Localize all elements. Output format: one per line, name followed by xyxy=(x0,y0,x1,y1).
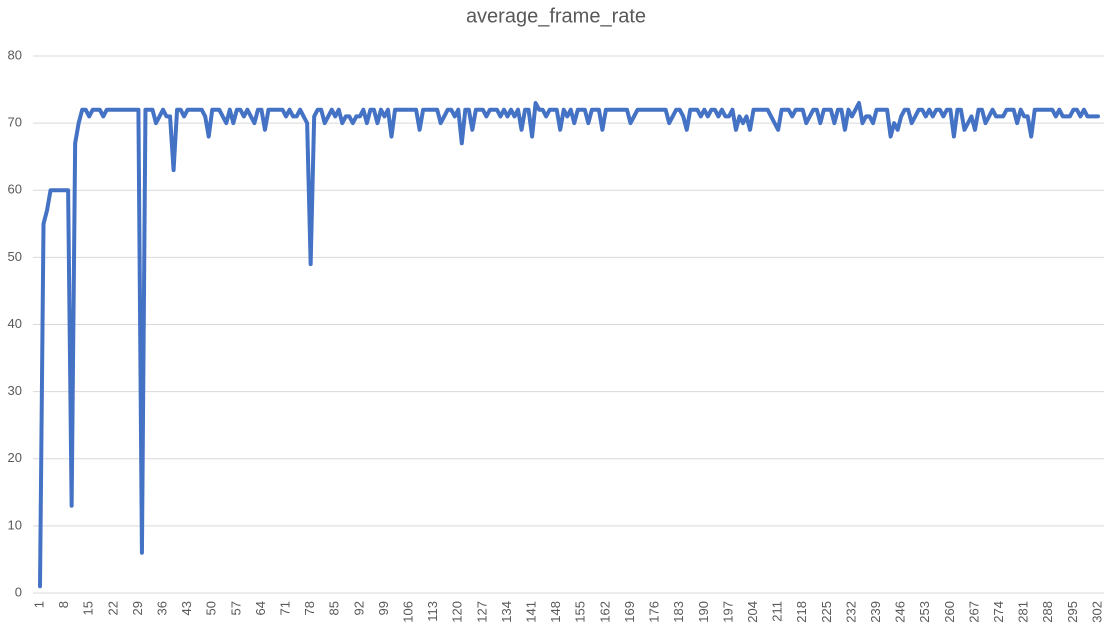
chart-title: average_frame_rate xyxy=(466,5,646,27)
x-tick-label: 113 xyxy=(425,601,440,622)
x-tick-label: 190 xyxy=(696,601,711,623)
y-tick-label: 20 xyxy=(8,450,22,465)
x-tick-label: 85 xyxy=(327,601,342,615)
x-tick-label: 274 xyxy=(991,601,1006,623)
x-tick-label: 15 xyxy=(81,601,96,615)
y-tick-label: 80 xyxy=(8,47,22,62)
x-tick-label: 71 xyxy=(277,601,292,615)
x-tick-label: 267 xyxy=(966,601,981,623)
y-tick-label: 50 xyxy=(8,249,22,264)
x-tick-label: 141 xyxy=(524,601,539,623)
y-tick-label: 30 xyxy=(8,383,22,398)
x-tick-label: 127 xyxy=(474,601,489,623)
x-tick-label: 134 xyxy=(499,601,514,623)
x-tick-label: 232 xyxy=(843,601,858,623)
x-tick-label: 8 xyxy=(56,601,71,608)
x-tick-label: 239 xyxy=(868,601,883,623)
x-tick-label: 204 xyxy=(745,601,760,623)
y-tick-label: 70 xyxy=(8,115,22,130)
x-tick-label: 169 xyxy=(622,601,637,623)
x-tick-label: 43 xyxy=(179,601,194,615)
x-tick-label: 22 xyxy=(105,601,120,615)
x-tick-label: 1 xyxy=(31,601,46,608)
x-tick-label: 50 xyxy=(204,601,219,615)
x-tick-label: 281 xyxy=(1016,601,1031,623)
x-tick-label: 106 xyxy=(401,601,416,623)
x-tick-label: 225 xyxy=(819,601,834,623)
x-tick-label: 197 xyxy=(720,601,735,623)
x-tick-label: 99 xyxy=(376,601,391,615)
x-tick-label: 36 xyxy=(154,601,169,615)
x-tick-label: 246 xyxy=(893,601,908,623)
y-tick-label: 40 xyxy=(8,316,22,331)
x-tick-label: 183 xyxy=(671,601,686,623)
y-tick-label: 0 xyxy=(15,584,22,599)
x-tick-label: 253 xyxy=(917,601,932,623)
x-tick-label: 260 xyxy=(942,601,957,623)
y-tick-label: 10 xyxy=(8,517,22,532)
x-tick-label: 295 xyxy=(1065,601,1080,623)
x-tick-label: 211 xyxy=(770,601,785,622)
x-tick-label: 64 xyxy=(253,601,268,615)
x-tick-label: 288 xyxy=(1040,601,1055,623)
x-tick-label: 120 xyxy=(450,601,465,623)
x-tick-label: 29 xyxy=(130,601,145,615)
x-tick-label: 176 xyxy=(647,601,662,623)
x-tick-label: 92 xyxy=(351,601,366,615)
x-tick-label: 162 xyxy=(597,601,612,623)
x-tick-label: 155 xyxy=(573,601,588,623)
x-tick-label: 148 xyxy=(548,601,563,623)
x-tick-label: 57 xyxy=(228,601,243,615)
y-tick-label: 60 xyxy=(8,182,22,197)
x-tick-label: 218 xyxy=(794,601,809,623)
data-line xyxy=(38,100,1100,589)
x-tick-label: 302 xyxy=(1089,601,1104,623)
x-tick-label: 78 xyxy=(302,601,317,615)
